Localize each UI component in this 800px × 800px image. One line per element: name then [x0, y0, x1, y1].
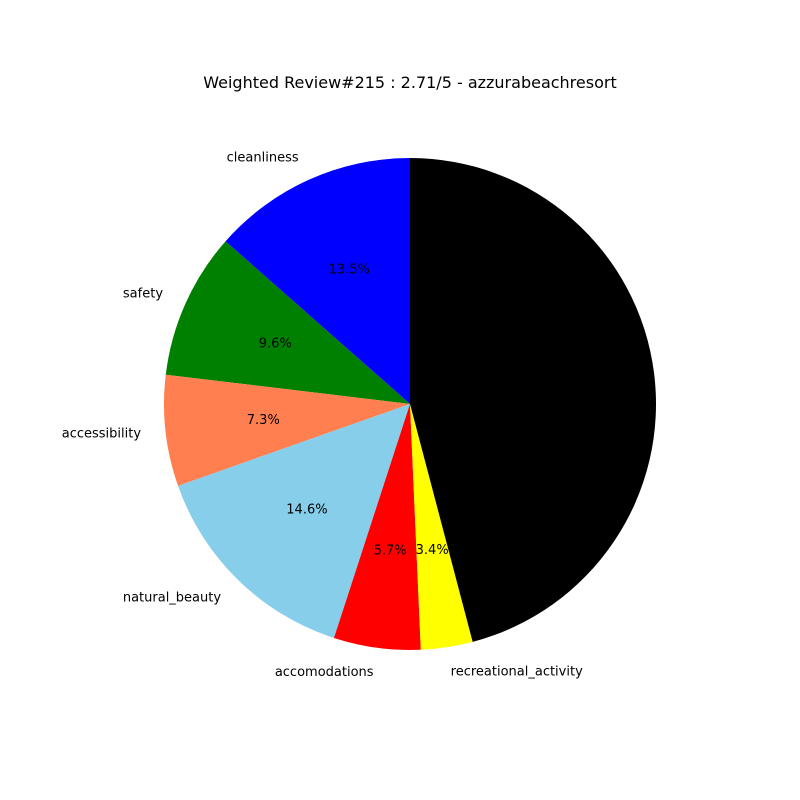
slice-pct-label-accomodations: 5.7%	[374, 543, 407, 558]
slice-pct-label-safety: 9.6%	[259, 337, 292, 352]
pie-slice-recreational_activity	[410, 404, 473, 650]
slice-pct-label-cleanliness: 13.5%	[329, 262, 370, 277]
slice-label-accomodations: accomodations	[275, 665, 374, 680]
slice-label-safety: safety	[123, 286, 163, 301]
pie-slice-unlabeled	[410, 158, 657, 642]
slice-pct-label-recreational_activity: 3.4%	[416, 543, 449, 558]
slice-pct-label-natural_beauty: 14.6%	[286, 503, 327, 518]
pie-slice-natural_beauty	[178, 404, 410, 638]
slice-label-natural_beauty: natural_beauty	[123, 591, 222, 606]
slice-pct-label-accessibility: 7.3%	[247, 413, 280, 428]
pie-slice-safety	[165, 241, 410, 404]
slice-label-accessibility: accessibility	[62, 427, 142, 442]
pie-slice-accessibility	[164, 374, 410, 486]
pie-slice-cleanliness	[225, 158, 410, 404]
chart-title: Weighted Review#215 : 2.71/5 - azzurabea…	[203, 73, 616, 92]
slice-label-recreational_activity: recreational_activity	[451, 665, 583, 680]
pie-slices	[164, 158, 657, 650]
pie-labels: cleanliness 13.5% safety 9.6% accessibility 7…	[62, 150, 583, 680]
pie-slice-accomodations	[333, 404, 421, 650]
slice-label-cleanliness: cleanliness	[227, 150, 299, 165]
